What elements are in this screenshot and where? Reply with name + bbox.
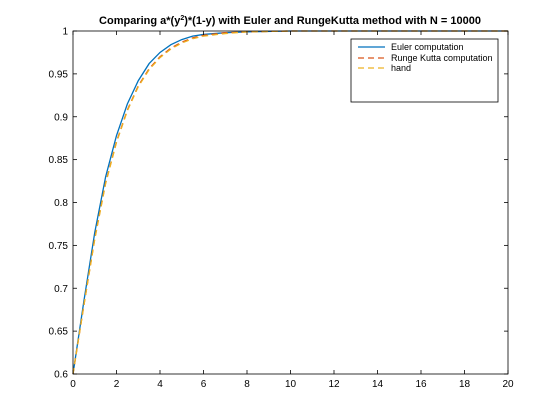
x-tick-label: 6 — [201, 379, 207, 390]
legend-label-hand: hand — [391, 63, 411, 73]
legend-label-euler: Euler computation — [391, 42, 464, 52]
x-tick-label: 12 — [328, 379, 340, 390]
y-tick-label: 0.85 — [49, 155, 69, 166]
y-tick-label: 0.9 — [54, 112, 68, 123]
chart-title-suffix: )*(1-y) with Euler and RungeKutta method… — [184, 15, 481, 27]
x-tick-label: 2 — [114, 379, 120, 390]
x-tick-label: 14 — [372, 379, 384, 390]
chart-title-superscript: 2 — [180, 15, 184, 22]
y-tick-label: 1 — [62, 27, 68, 38]
y-tick-label: 0.75 — [49, 241, 69, 252]
x-tick-label: 16 — [415, 379, 427, 390]
legend: Euler computation Runge Kutta computatio… — [350, 38, 499, 103]
x-tick-label: 18 — [459, 379, 471, 390]
x-tick-label: 20 — [502, 379, 514, 390]
x-tick-label: 4 — [157, 379, 163, 390]
x-tick-label: 10 — [285, 379, 297, 390]
legend-label-runge-kutta: Runge Kutta computation — [391, 53, 493, 63]
legend-box — [350, 38, 499, 103]
ticks-layer: 0 2 4 6 8 10 12 14 16 18 20 0.6 0.65 0.7 0.75 0.8 0.85 0.… — [49, 27, 514, 391]
x-tick-label: 8 — [244, 379, 250, 390]
y-tick-label: 0.95 — [49, 69, 69, 80]
chart-title: Comparing a*(y2)*(1-y) with Euler and Ru… — [99, 15, 481, 27]
x-tick-label: 0 — [70, 379, 76, 390]
y-tick-label: 0.8 — [54, 198, 68, 209]
y-tick-label: 0.6 — [54, 370, 68, 381]
chart-title-prefix: Comparing a*(y — [99, 15, 181, 27]
y-tick-label: 0.7 — [54, 284, 68, 295]
y-tick-label: 0.65 — [49, 327, 69, 338]
